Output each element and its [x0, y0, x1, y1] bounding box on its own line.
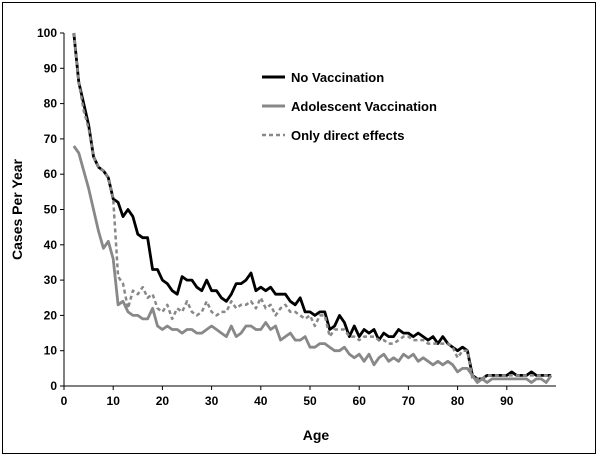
x-axis-title: Age [303, 427, 330, 443]
x-tick-label: 80 [451, 394, 465, 408]
y-tick-label: 30 [44, 273, 58, 287]
y-tick-label: 100 [37, 26, 57, 40]
x-tick-label: 60 [353, 394, 367, 408]
series-layer [72, 32, 553, 384]
x-tick-label: 50 [303, 394, 317, 408]
y-tick-label: 0 [50, 379, 57, 393]
x-tick-label: 70 [402, 394, 416, 408]
x-tick-label: 90 [500, 394, 514, 408]
y-tick-label: 90 [44, 61, 58, 75]
y-tick-label: 20 [44, 308, 58, 322]
y-tick-label: 70 [44, 132, 58, 146]
y-tick-label: 40 [44, 238, 58, 252]
chart-frame [2, 2, 596, 454]
axes-layer: 0 10 20 30 40 50 60 70 80 90 100 0 10 20 30 40 50 60 70 80 9… [37, 26, 556, 408]
legend-label-1: No Vaccination [291, 70, 384, 85]
x-tick-label: 20 [156, 394, 170, 408]
series-line-2 [72, 145, 553, 384]
y-axis-title: Cases Per Year [9, 158, 25, 259]
y-tick-label: 10 [44, 344, 58, 358]
legend-label-2: Adolescent Vaccination [291, 99, 437, 114]
x-tick-label: 0 [61, 394, 68, 408]
y-tick-label: 50 [44, 203, 58, 217]
y-tick-label: 80 [44, 97, 58, 111]
series-line-3 [72, 32, 552, 381]
legend: No Vaccination Adolescent Vaccination Only… [262, 70, 437, 143]
y-tick-label: 60 [44, 167, 58, 181]
x-tick-label: 40 [254, 394, 268, 408]
x-tick-label: 30 [205, 394, 219, 408]
x-tick-label: 10 [107, 394, 121, 408]
legend-label-3: Only direct effects [291, 128, 404, 143]
